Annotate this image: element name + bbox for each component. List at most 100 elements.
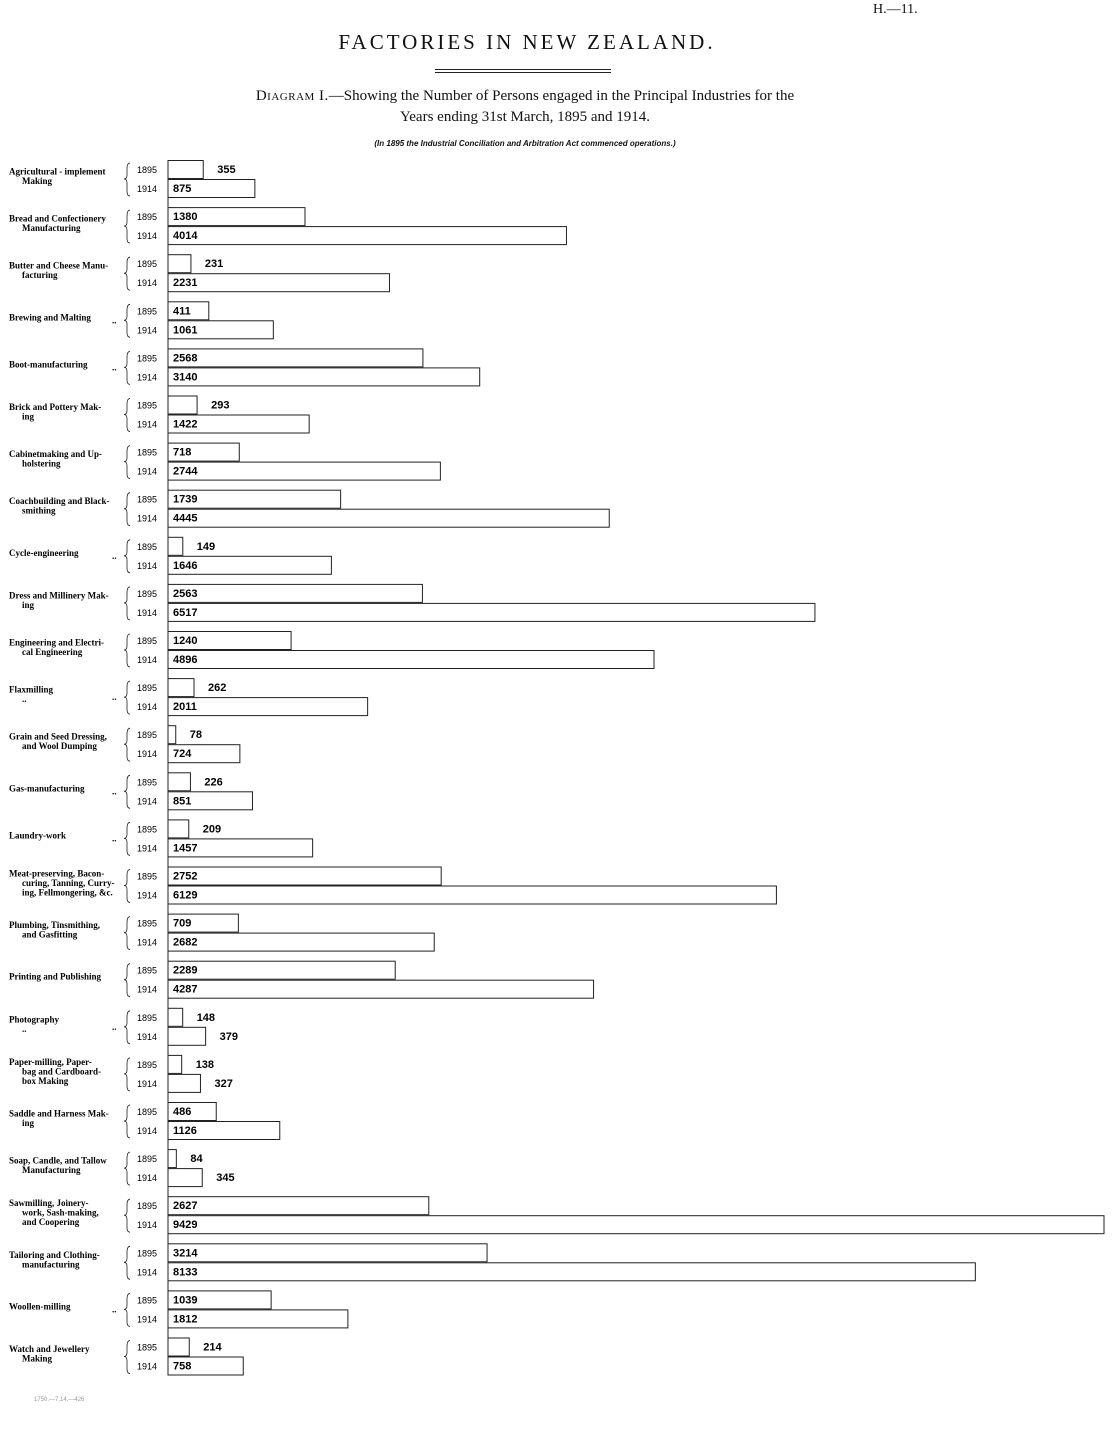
bar-1895 xyxy=(167,536,184,556)
bar-1895 xyxy=(167,1054,183,1074)
subtitle-line-1: —Showing the Number of Persons engaged i… xyxy=(328,88,795,104)
year-label: 1895 xyxy=(137,259,157,269)
bar-value-label: 293 xyxy=(211,400,229,412)
year-label: 1914 xyxy=(137,702,157,712)
diagram-subtitle: Diagram I.—Showing the Number of Persons… xyxy=(160,86,890,128)
year-label: 1895 xyxy=(137,542,157,552)
bar-1914 xyxy=(167,226,567,246)
bar-1914 xyxy=(167,367,481,387)
bar-1914 xyxy=(167,979,595,999)
bar-1914 xyxy=(167,1262,976,1282)
group-brace xyxy=(123,1104,131,1139)
industry-label: Printing and Publishing xyxy=(9,972,102,982)
industry-label: Boot-manufacturing xyxy=(9,359,88,369)
title-rule-top xyxy=(435,69,611,70)
year-label: 1895 xyxy=(137,165,157,175)
year-label: 1895 xyxy=(137,966,157,976)
group-brace xyxy=(123,445,131,479)
industry-label: facturing xyxy=(22,270,58,280)
group-brace xyxy=(123,539,131,574)
year-label: 1914 xyxy=(137,1032,157,1042)
group-brace xyxy=(123,822,131,856)
bar-value-label: 6129 xyxy=(173,890,197,902)
industry-label: Dress and Millinery Mak- xyxy=(9,590,109,600)
year-label: 1895 xyxy=(137,212,157,222)
bar-1914 xyxy=(167,932,435,952)
industry-label: Cycle-engineering xyxy=(9,548,79,558)
bar-value-label: 345 xyxy=(216,1172,234,1184)
bar-value-label: 8133 xyxy=(173,1266,197,1278)
group-brace xyxy=(123,774,131,809)
bar-1895 xyxy=(167,348,424,368)
bar-value-label: 327 xyxy=(214,1078,232,1090)
bar-value-label: 718 xyxy=(173,447,191,459)
bar-value-label: 2744 xyxy=(173,466,198,478)
year-label: 1914 xyxy=(137,561,157,571)
bar-value-label: 355 xyxy=(217,164,235,176)
year-label: 1914 xyxy=(137,796,157,806)
bar-1914 xyxy=(167,602,816,622)
year-label: 1914 xyxy=(137,1173,157,1183)
bar-1914 xyxy=(167,1073,201,1093)
year-label: 1914 xyxy=(137,420,157,430)
industry-label: Gas-manufacturing xyxy=(9,783,85,793)
industry-label: Flaxmilling xyxy=(9,685,54,695)
bar-value-label: 209 xyxy=(203,823,221,835)
bar-value-label: 724 xyxy=(173,748,192,760)
bar-1895 xyxy=(167,1007,184,1027)
leader-dots: .. xyxy=(112,1022,117,1032)
bar-value-label: 4445 xyxy=(173,513,197,525)
year-label: 1895 xyxy=(137,1343,157,1353)
year-label: 1914 xyxy=(137,278,157,288)
group-brace xyxy=(123,586,131,621)
printer-footer: 1750.—7.14.—426 xyxy=(34,1397,85,1403)
industry-label: Manufacturing xyxy=(22,223,81,233)
bar-value-label: 1240 xyxy=(173,635,197,647)
bar-1895 xyxy=(167,1243,488,1263)
group-brace xyxy=(123,1010,131,1045)
year-label: 1895 xyxy=(137,683,157,693)
diagram-number: Diagram I. xyxy=(255,88,329,104)
bar-value-label: 4287 xyxy=(173,984,197,996)
year-label: 1914 xyxy=(137,608,157,618)
bar-1914 xyxy=(167,273,390,293)
industry-label: Sawmilling, Joinery- xyxy=(9,1198,89,1208)
year-label: 1895 xyxy=(137,1248,157,1258)
industry-label: Butter and Cheese Manu- xyxy=(9,261,108,271)
group-brace xyxy=(123,398,131,432)
industry-label: smithing xyxy=(22,506,56,516)
bar-value-label: 2627 xyxy=(173,1200,197,1212)
leader-dots: .. xyxy=(112,692,117,702)
group-brace xyxy=(123,963,131,998)
group-brace xyxy=(123,1340,131,1374)
year-label: 1914 xyxy=(137,985,157,995)
bar-value-label: 1126 xyxy=(173,1125,197,1137)
industry-label: Making xyxy=(22,176,53,186)
year-label: 1914 xyxy=(137,1267,157,1277)
bar-1914 xyxy=(167,461,441,481)
bar-value-label: 2563 xyxy=(173,588,197,600)
bar-value-label: 758 xyxy=(173,1361,191,1373)
year-label: 1914 xyxy=(137,514,157,524)
leader-dots: .. xyxy=(112,1304,117,1314)
year-label: 1895 xyxy=(137,306,157,316)
leader-dots: .. xyxy=(112,551,117,561)
year-label: 1914 xyxy=(137,1314,157,1324)
industry-label: Bread and Confectionery xyxy=(9,214,106,224)
bar-value-label: 149 xyxy=(197,541,215,553)
bar-1895 xyxy=(167,254,192,274)
industry-label: holstering xyxy=(22,459,61,469)
group-brace xyxy=(123,916,131,950)
bar-1895 xyxy=(167,678,195,698)
industry-label: and Wool Dumping xyxy=(22,741,97,751)
industry-label: and Gasfitting xyxy=(22,930,78,940)
bar-value-label: 1380 xyxy=(173,211,197,223)
industry-label: manufacturing xyxy=(22,1259,80,1269)
year-label: 1914 xyxy=(137,467,157,477)
year-label: 1914 xyxy=(137,938,157,948)
year-label: 1895 xyxy=(137,872,157,882)
year-label: 1895 xyxy=(137,353,157,363)
bar-1895 xyxy=(167,725,177,745)
bar-1895 xyxy=(167,960,396,980)
bar-1914 xyxy=(167,885,777,905)
